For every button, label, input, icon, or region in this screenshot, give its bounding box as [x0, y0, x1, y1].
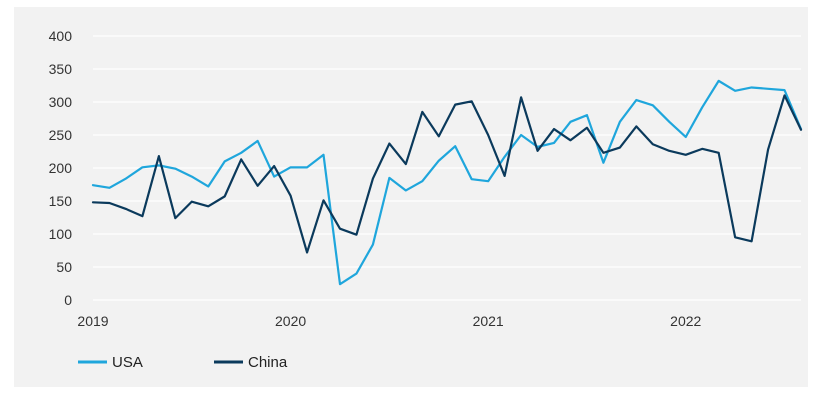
series-line-usa	[91, 79, 803, 286]
series-line-china	[91, 94, 803, 254]
series-lines	[91, 79, 803, 286]
y-axis-tick-labels: 0 50 100 150 200 250 300 350 400	[49, 28, 73, 308]
legend-label-china: China	[248, 354, 288, 371]
y-tick-label-250: 250	[49, 127, 73, 143]
y-tick-label-150: 150	[49, 193, 73, 209]
line-chart: 0 50 100 150 200 250 300 350 400 2019 2020 2021 202…	[49, 28, 803, 371]
legend: USA China	[78, 354, 288, 371]
y-tick-label-300: 300	[49, 94, 73, 110]
x-tick-label-2021: 2021	[473, 313, 504, 329]
chart-background: 0 50 100 150 200 250 300 350 400 2019 2020 2021 202…	[14, 7, 808, 387]
y-tick-label-50: 50	[56, 259, 72, 275]
y-tick-label-350: 350	[49, 61, 73, 77]
legend-label-usa: USA	[112, 354, 143, 371]
y-tick-label-100: 100	[49, 226, 73, 242]
y-tick-label-400: 400	[49, 28, 73, 44]
x-tick-label-2020: 2020	[275, 313, 306, 329]
grid-lines	[93, 35, 801, 301]
x-tick-label-2019: 2019	[77, 313, 108, 329]
y-tick-label-200: 200	[49, 160, 73, 176]
x-tick-label-2022: 2022	[670, 313, 701, 329]
x-axis-tick-labels: 2019 2020 2021 2022	[77, 313, 701, 329]
y-tick-label-0: 0	[64, 292, 72, 308]
